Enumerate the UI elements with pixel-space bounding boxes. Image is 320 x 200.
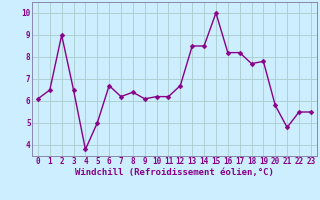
X-axis label: Windchill (Refroidissement éolien,°C): Windchill (Refroidissement éolien,°C) (75, 168, 274, 177)
